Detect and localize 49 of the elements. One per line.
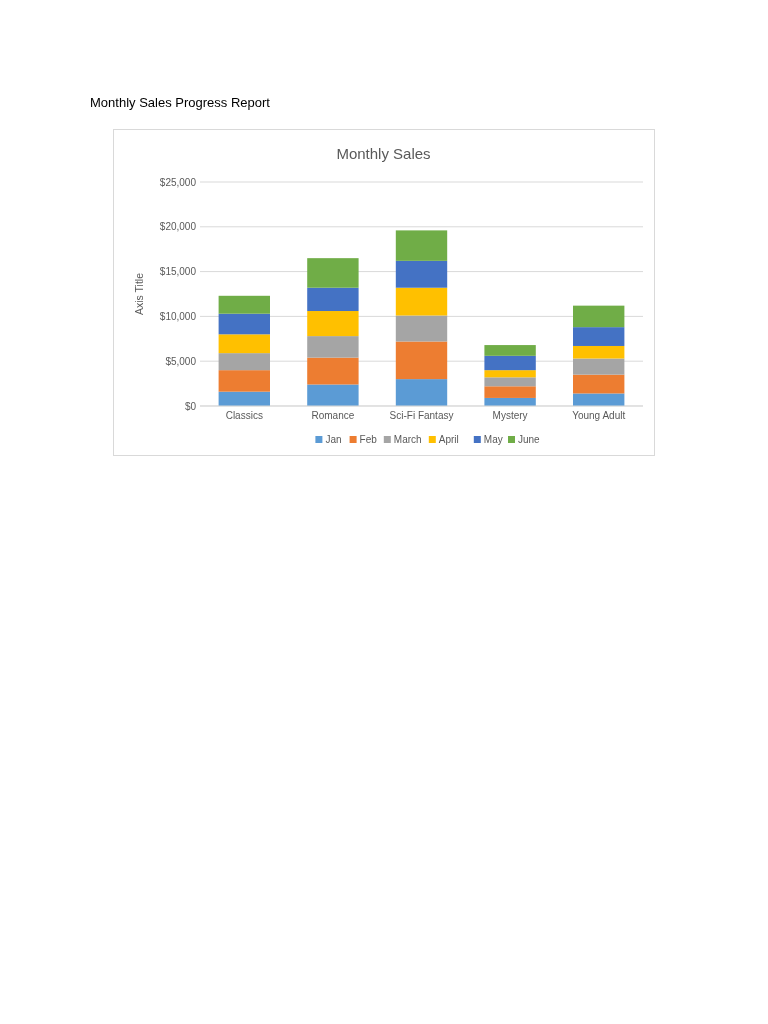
x-tick-label: Romance (311, 410, 355, 421)
bar (484, 345, 536, 356)
legend-label: Feb (359, 434, 378, 445)
bar (307, 336, 359, 358)
bar (573, 393, 625, 406)
y-tick-label: $15,000 (159, 266, 197, 278)
bar (218, 353, 270, 371)
bar (218, 313, 270, 335)
bar (307, 384, 359, 406)
bar (218, 334, 270, 354)
chart-title: Monthly Sales (336, 145, 431, 162)
bar (573, 345, 625, 359)
bar (395, 379, 448, 406)
x-tick-label: Sci-Fi Fantasy (389, 410, 454, 421)
bar (484, 377, 536, 387)
bar (218, 370, 270, 392)
bar (307, 258, 359, 288)
bar (573, 327, 625, 346)
x-tick-label: Mystery (492, 410, 528, 421)
legend-label: June (518, 434, 541, 445)
y-tick-label: $0 (184, 400, 197, 412)
bar (218, 295, 270, 314)
bar (218, 391, 270, 406)
bar (573, 374, 625, 394)
bar (307, 287, 359, 312)
legend-label: Jan (325, 434, 342, 445)
bar (395, 287, 448, 316)
bar (484, 370, 536, 378)
legend-label: March (393, 434, 422, 445)
bar (395, 341, 448, 380)
bar (395, 260, 448, 288)
y-tick-label: $5,000 (165, 355, 197, 367)
bar (395, 315, 448, 342)
legend-label: April (438, 434, 459, 445)
bar (484, 386, 536, 398)
bar (484, 355, 536, 371)
bar (573, 305, 625, 328)
x-tick-label: Classics (225, 410, 263, 421)
legend-label: May (483, 434, 503, 445)
text: Monthly Sales Progress Report (90, 95, 271, 110)
bar (307, 357, 359, 385)
x-tick-label: Young Adult (572, 410, 626, 421)
y-tick-label: $25,000 (159, 176, 197, 188)
y-tick-label: $20,000 (159, 221, 197, 233)
y-axis-title: Axis Title (133, 272, 145, 316)
bar (307, 311, 359, 337)
bar (395, 230, 448, 261)
y-tick-label: $10,000 (159, 310, 197, 322)
bar (573, 358, 625, 375)
